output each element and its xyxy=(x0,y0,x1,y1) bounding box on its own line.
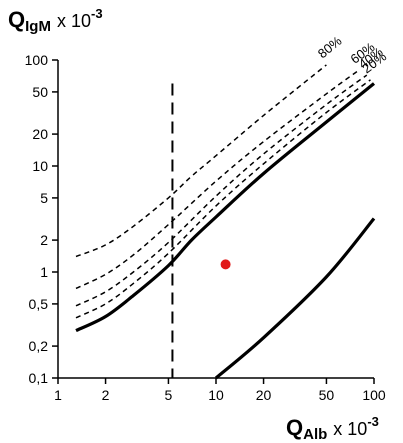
y-tick-label: 0,5 xyxy=(29,296,49,312)
y-tick-label: 0,1 xyxy=(29,370,49,386)
dashed-curve xyxy=(75,74,368,307)
y-axis-title: QIgM x 10-3 xyxy=(8,6,103,35)
dashed-curve xyxy=(75,69,360,290)
x-tick-label: 1 xyxy=(54,387,62,403)
y-title-sub: IgM xyxy=(25,18,51,35)
y-tick-label: 100 xyxy=(25,52,49,68)
x-title-main: Q xyxy=(286,415,304,440)
x-tick-label: 100 xyxy=(362,387,386,403)
y-tick-label: 20 xyxy=(32,126,48,142)
solid-curve xyxy=(75,82,376,333)
x-title-sub: Alb xyxy=(303,426,328,443)
y-tick-label: 10 xyxy=(32,158,48,174)
dashed-curve xyxy=(75,79,371,319)
dashed-curve xyxy=(75,64,327,258)
y-title-main: Q xyxy=(8,7,26,32)
y-tick-label: 1 xyxy=(40,264,48,280)
y-title-exp: -3 xyxy=(90,6,103,21)
solid-curve xyxy=(214,217,376,380)
y-tick-label: 2 xyxy=(40,232,48,248)
y-title-mult: x 10 xyxy=(56,11,91,31)
x-tick-label: 20 xyxy=(256,387,272,403)
x-tick-label: 10 xyxy=(208,387,224,403)
data-point xyxy=(220,259,231,270)
x-tick-label: 5 xyxy=(165,387,173,403)
x-title-mult: x 10 xyxy=(333,419,368,439)
x-axis-title: QAlb x 10-3 xyxy=(286,414,379,443)
x-title-exp: -3 xyxy=(367,414,379,429)
x-tick-label: 50 xyxy=(319,387,335,403)
y-tick-label: 5 xyxy=(40,190,48,206)
series-label: 80% xyxy=(315,33,345,61)
y-tick-label: 50 xyxy=(32,84,48,100)
x-tick-label: 2 xyxy=(102,387,110,403)
y-tick-label: 0,2 xyxy=(29,338,49,354)
